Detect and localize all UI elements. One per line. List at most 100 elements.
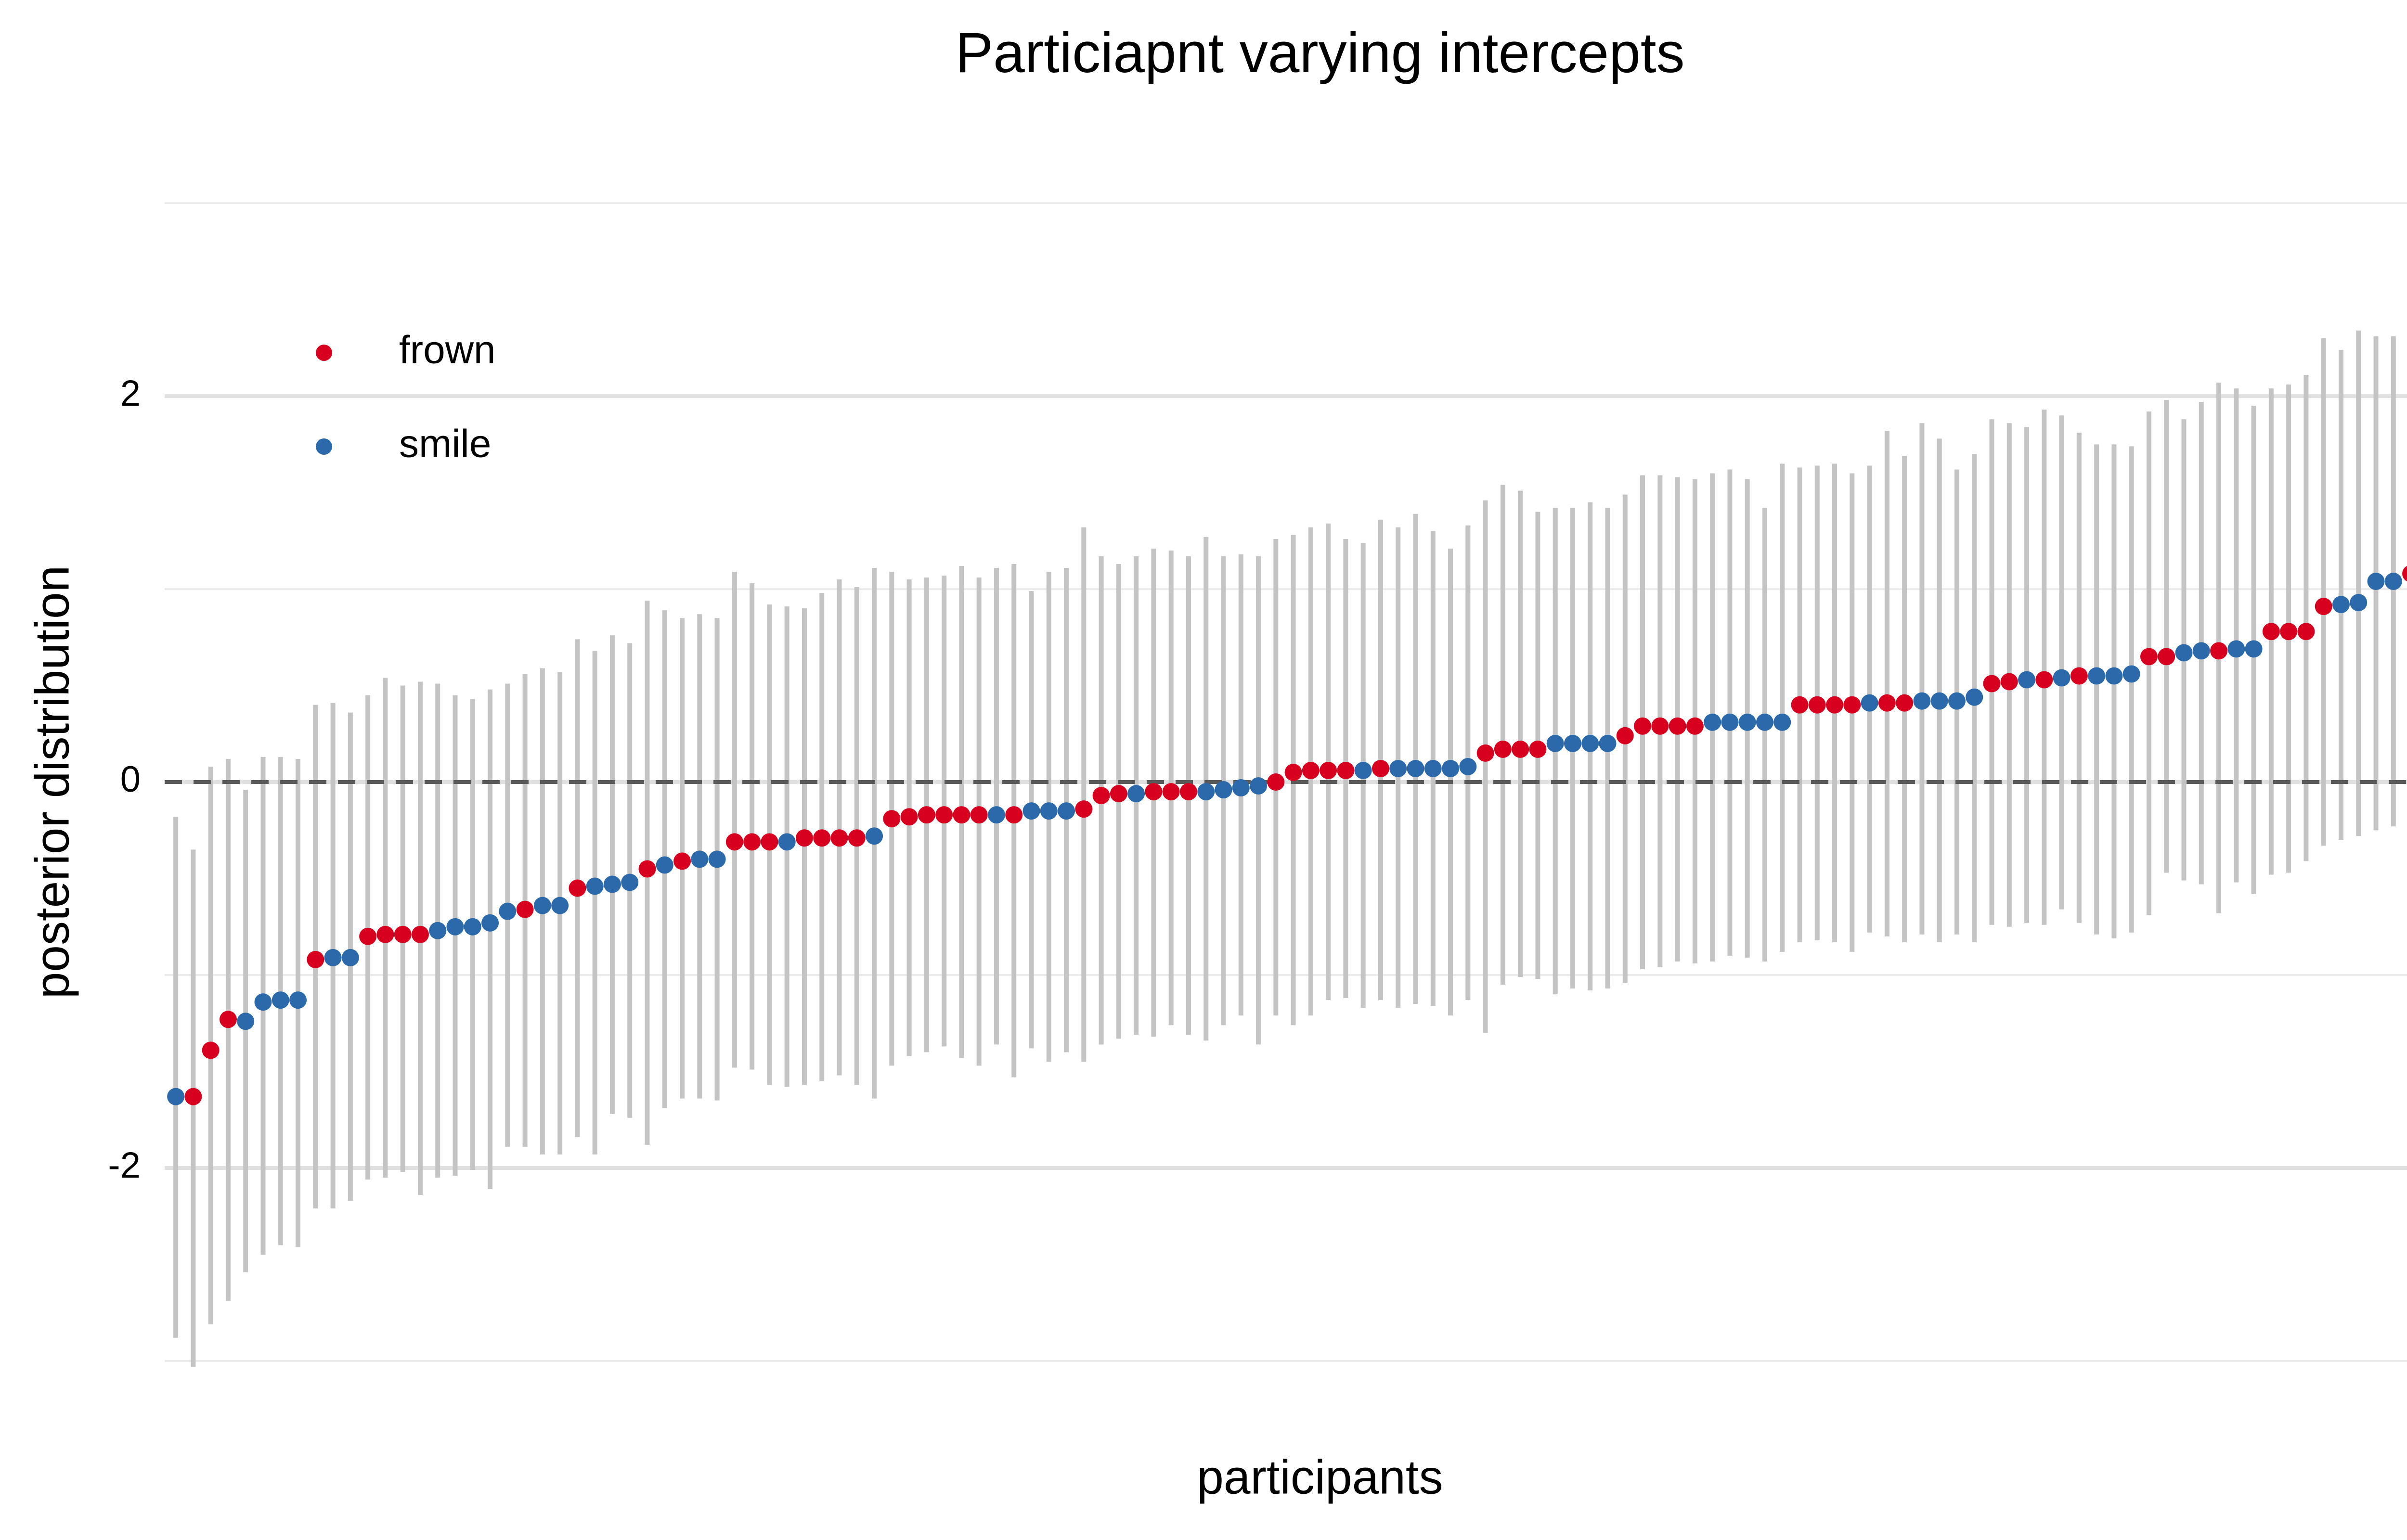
- point: [2227, 640, 2245, 658]
- point: [2210, 642, 2228, 660]
- point: [324, 949, 342, 966]
- point: [1162, 783, 1180, 801]
- point: [2088, 667, 2106, 685]
- point: [2262, 623, 2280, 641]
- point: [1179, 783, 1197, 801]
- point: [1040, 802, 1058, 820]
- point: [1756, 713, 1773, 731]
- point: [673, 852, 691, 870]
- point: [411, 925, 429, 943]
- point: [464, 918, 481, 936]
- y-tick-label: 0: [120, 759, 141, 800]
- point: [499, 902, 517, 920]
- point: [1075, 800, 1093, 818]
- point: [883, 810, 901, 828]
- point: [2035, 671, 2053, 689]
- point: [1389, 759, 1407, 777]
- point: [2192, 642, 2210, 660]
- point: [184, 1088, 202, 1105]
- point: [743, 833, 761, 851]
- point: [830, 829, 848, 847]
- point: [551, 897, 569, 914]
- point: [2315, 598, 2332, 616]
- point: [341, 949, 359, 966]
- point: [935, 806, 953, 824]
- point: [1896, 694, 1914, 712]
- point: [2158, 648, 2175, 666]
- chart-title: Particiapnt varying intercepts: [955, 21, 1684, 85]
- point: [2297, 623, 2315, 641]
- legend-label: frown: [399, 328, 496, 372]
- point: [394, 925, 412, 943]
- point: [1564, 734, 1581, 752]
- legend-marker: [316, 345, 332, 361]
- y-tick-label: -2: [108, 1145, 141, 1186]
- point: [1424, 759, 1442, 777]
- point: [987, 806, 1005, 824]
- point: [2105, 667, 2123, 685]
- point: [1092, 787, 1110, 805]
- point: [1284, 763, 1302, 781]
- point: [1058, 802, 1075, 820]
- point: [2245, 640, 2263, 658]
- point: [1966, 688, 1983, 706]
- point: [1022, 802, 1040, 820]
- point: [1948, 692, 1966, 710]
- point: [725, 833, 743, 851]
- point: [1721, 713, 1739, 731]
- point: [918, 806, 935, 824]
- point: [1546, 734, 1564, 752]
- point: [848, 829, 866, 847]
- point: [1197, 783, 1215, 801]
- point: [167, 1088, 185, 1105]
- point: [1442, 759, 1460, 777]
- point: [1476, 744, 1494, 762]
- point: [481, 914, 499, 932]
- point: [1581, 734, 1599, 752]
- point: [272, 991, 289, 1009]
- point: [778, 833, 796, 851]
- point: [1232, 779, 1250, 797]
- point: [708, 850, 726, 868]
- point: [1320, 761, 1337, 779]
- point: [953, 806, 971, 824]
- y-tick-label: 2: [120, 373, 141, 414]
- point: [1669, 717, 1686, 735]
- point: [2367, 573, 2385, 590]
- point: [795, 829, 813, 847]
- point: [1983, 675, 2001, 693]
- point: [2350, 594, 2368, 612]
- y-axis-label: posterior distribution: [25, 565, 79, 999]
- point: [1354, 761, 1372, 779]
- point: [1738, 713, 1756, 731]
- point: [2280, 623, 2298, 641]
- point: [1878, 694, 1896, 712]
- point: [621, 873, 639, 891]
- point: [1651, 717, 1669, 735]
- point: [970, 806, 988, 824]
- point: [1005, 806, 1023, 824]
- point: [1808, 696, 1826, 714]
- point: [1110, 785, 1127, 803]
- point: [1267, 773, 1285, 791]
- point: [254, 993, 272, 1011]
- point: [569, 879, 586, 897]
- point: [1407, 759, 1424, 777]
- point: [1791, 696, 1809, 714]
- point: [1302, 761, 1320, 779]
- point: [307, 950, 324, 968]
- point: [516, 900, 534, 918]
- legend-label: smile: [399, 422, 491, 466]
- x-axis-label: participants: [1197, 1450, 1443, 1504]
- point: [1372, 759, 1389, 777]
- point: [219, 1011, 237, 1028]
- point: [638, 860, 656, 878]
- point: [1459, 757, 1477, 775]
- point: [1616, 727, 1634, 744]
- point: [2175, 644, 2193, 662]
- point: [2332, 596, 2350, 614]
- point: [1861, 694, 1878, 712]
- point: [376, 925, 394, 943]
- point: [1599, 734, 1617, 752]
- point: [289, 991, 307, 1009]
